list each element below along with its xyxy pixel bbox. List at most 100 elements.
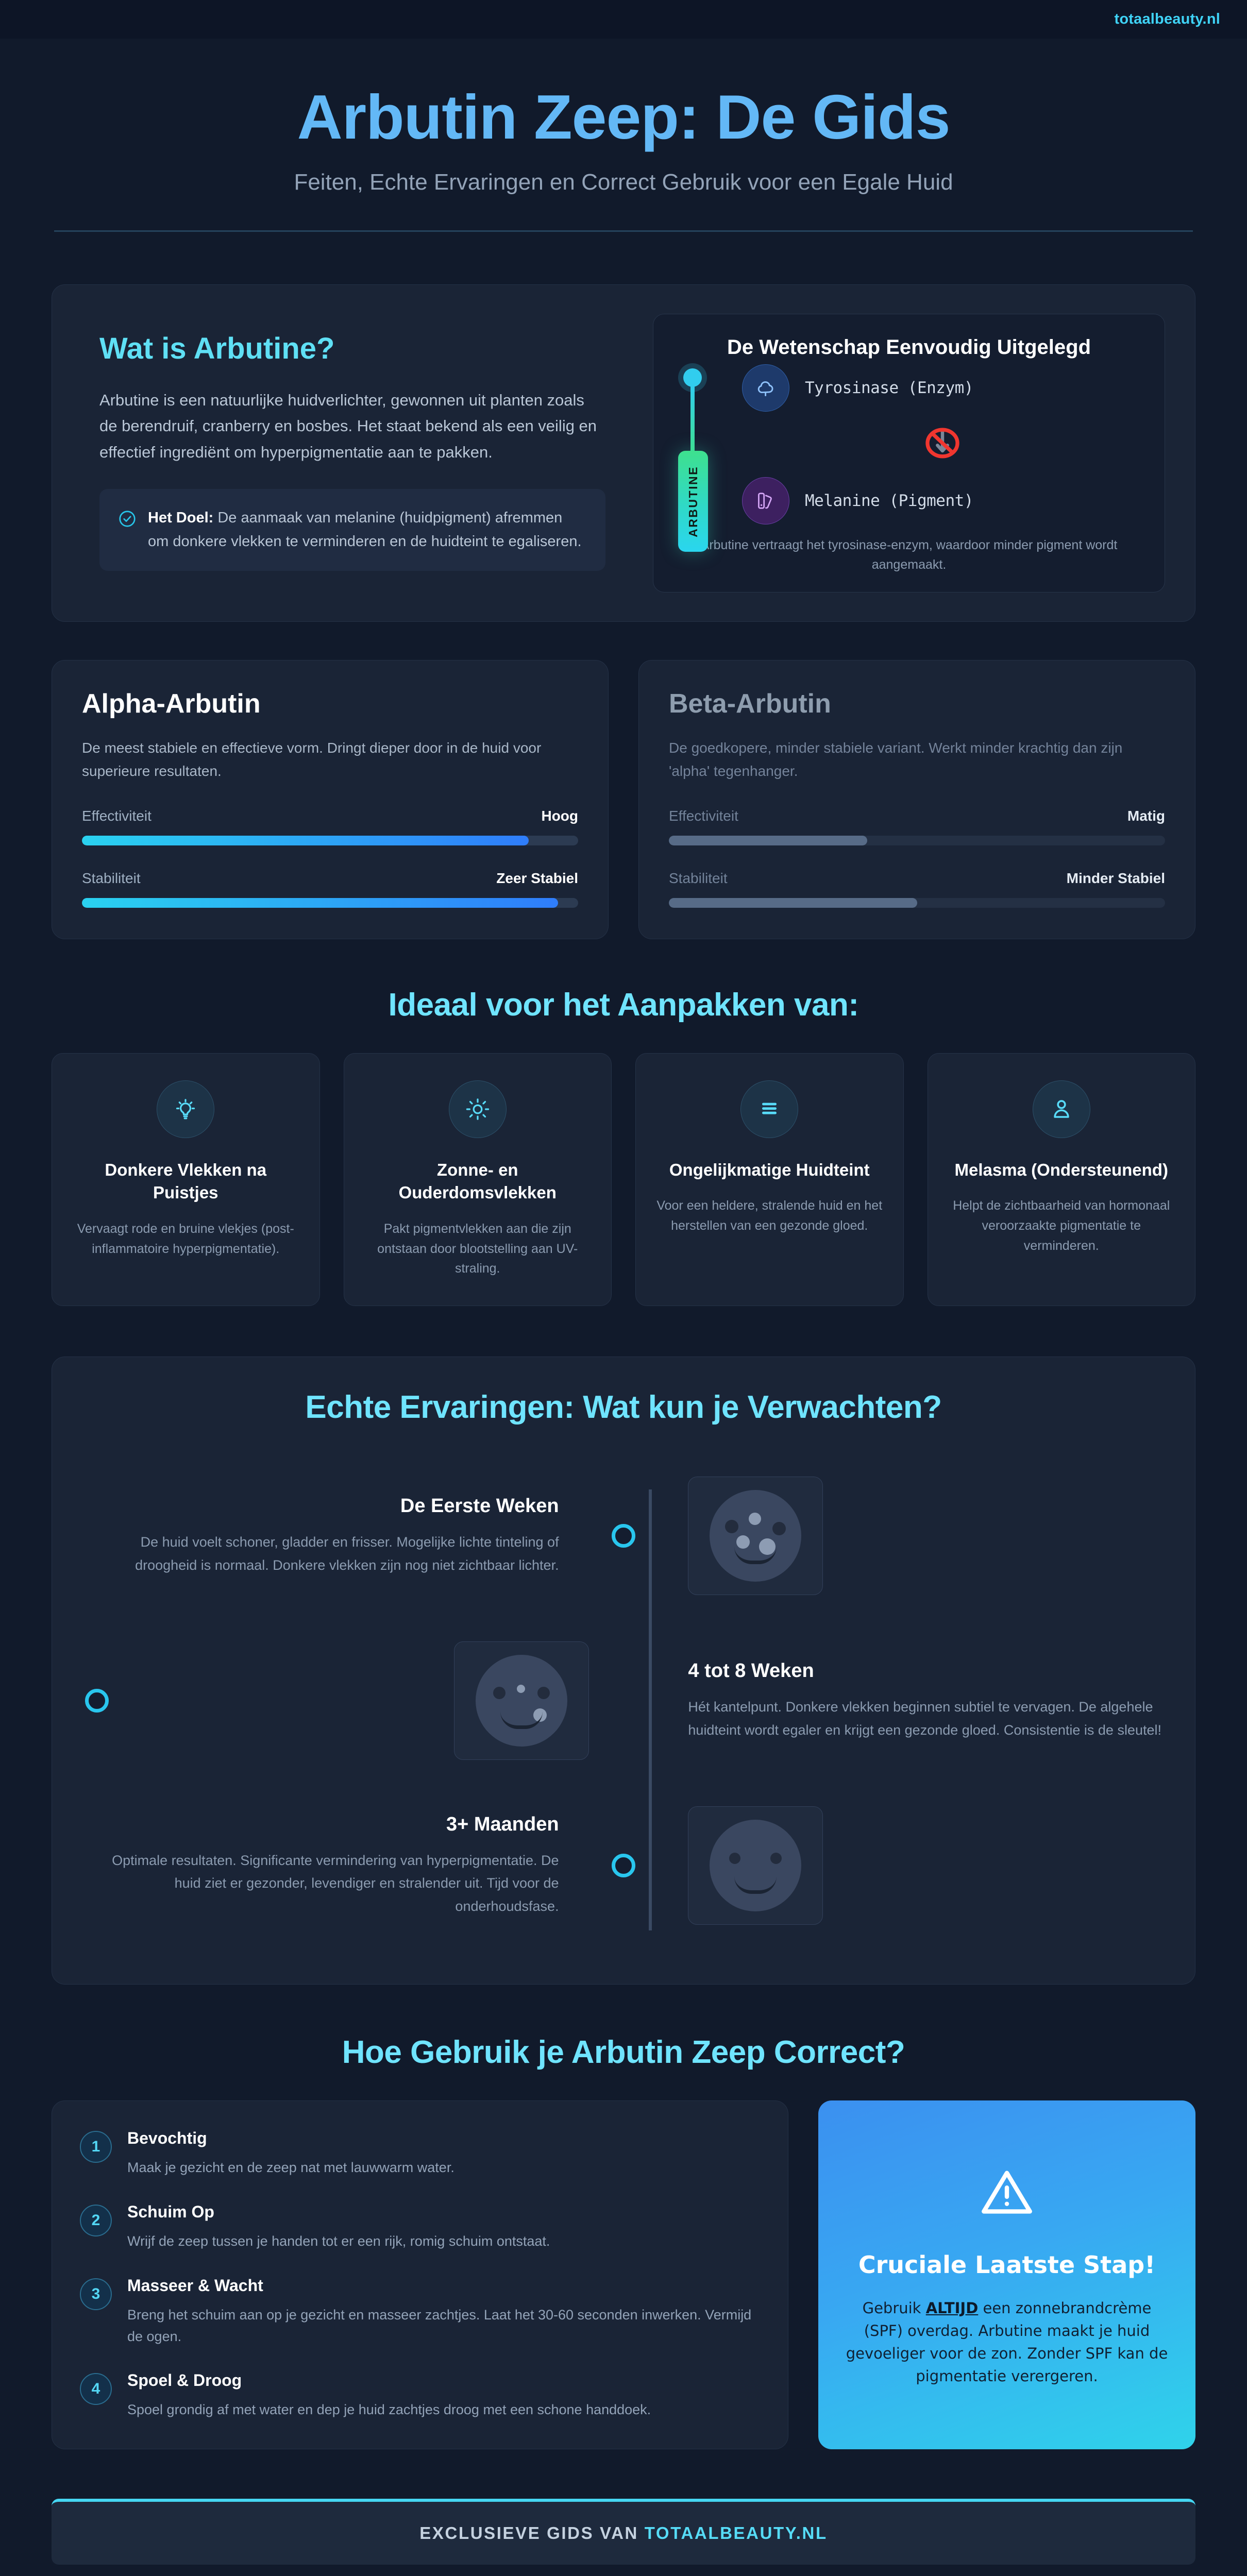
lightbulb-icon	[157, 1080, 215, 1138]
no-entry-arrow-icon	[920, 421, 965, 468]
goal-text: Het Doel: De aanmaak van melanine (huidp…	[148, 506, 587, 554]
face-spot	[772, 1522, 786, 1536]
timeline-item-title: De Eerste Weken	[400, 1495, 559, 1517]
timeline-item-text: De Eerste Weken De huid voelt schoner, g…	[82, 1495, 609, 1577]
metric-bar	[669, 897, 1165, 908]
metric-effectiviteit: Effectiviteit Matig	[669, 808, 1165, 845]
metric-value: Hoog	[541, 807, 578, 824]
timeline-dot-icon	[611, 1854, 635, 1878]
face-spot	[517, 1685, 526, 1693]
step-title: Spoel & Droog	[127, 2371, 242, 2390]
page-content: Arbutin Zeep: De Gids Feiten, Echte Erva…	[0, 39, 1247, 2576]
ideal-card-desc: Pakt pigmentvlekken aan die zijn ontstaa…	[377, 1221, 578, 1276]
page-subtitle: Feiten, Echte Ervaringen en Correct Gebr…	[294, 170, 953, 195]
pigment-label: Melanine (Pigment)	[805, 492, 973, 511]
face-spot	[537, 1687, 550, 1700]
step-title: Schuim Op	[127, 2202, 214, 2221]
variant-description: De goedkopere, minder stabiele variant. …	[669, 740, 1123, 779]
science-note: Arbutine vertraagt het tyrosinase-enzym,…	[700, 538, 1118, 572]
metric-bar	[82, 835, 578, 845]
timeline-item-title: 4 tot 8 Weken	[688, 1659, 814, 1682]
face-illustration-clear	[688, 1806, 823, 1925]
face-spot	[725, 1520, 739, 1534]
step-number: 4	[80, 2373, 112, 2405]
face-spot	[770, 1853, 782, 1865]
usage-step-2: 2 Schuim Op Wrijf de zeep tussen je hand…	[80, 2202, 757, 2252]
timeline-item-2: 4 tot 8 Weken Hét kantelpunt. Donkere vl…	[82, 1618, 1165, 1783]
metric-stabiliteit: Stabiliteit Zeer Stabiel	[82, 870, 578, 908]
metric-bar	[669, 835, 1165, 845]
face-mouth	[500, 1711, 543, 1730]
intro-heading: Wat is Arbutine?	[99, 332, 335, 366]
sun-icon	[448, 1080, 507, 1138]
usage-steps-card: 1 Bevochtig Maak je gezicht en de zeep n…	[52, 2100, 788, 2450]
metric-stabiliteit: Stabiliteit Minder Stabiel	[669, 870, 1165, 908]
metric-value: Matig	[1127, 807, 1165, 824]
ideal-card-title: Donkere Vlekken na Puistjes	[105, 1160, 267, 1202]
step-desc: Breng het schuim aan op je gezicht en ma…	[127, 2307, 752, 2344]
ideal-card-desc: Vervaagt rode en bruine vlekjes (post-in…	[77, 1221, 294, 1256]
hero-section: Arbutin Zeep: De Gids Feiten, Echte Erva…	[52, 39, 1195, 232]
face-spot	[493, 1687, 506, 1700]
ideal-card-dark-spots: Donkere Vlekken na Puistjes Vervaagt rod…	[52, 1053, 320, 1307]
ideal-card-sun-spots: Zonne- en Ouderdomsvlekken Pakt pigmentv…	[343, 1053, 612, 1307]
brand-label: totaalbeauty.nl	[1114, 11, 1220, 27]
face-shape	[710, 1490, 802, 1582]
science-heading: De Wetenschap Eenvoudig Uitgelegd	[727, 336, 1091, 359]
intro-text-block: Wat is Arbutine? Arbutine is een natuurl…	[82, 314, 623, 592]
metric-label: Effectiviteit	[669, 807, 738, 824]
step-title: Bevochtig	[127, 2129, 207, 2148]
timeline-item-desc: Optimale resultaten. Significante vermin…	[112, 1852, 559, 1914]
arbutine-connector-line	[690, 386, 695, 453]
usage-heading: Hoe Gebruik je Arbutin Zeep Correct?	[342, 2035, 905, 2071]
face-shape	[710, 1820, 802, 1912]
intro-body: Arbutine is een natuurlijke huidverlicht…	[99, 391, 597, 461]
step-number: 1	[80, 2131, 112, 2163]
color-swatch-icon	[742, 477, 789, 525]
metric-label: Effectiviteit	[82, 807, 151, 824]
science-diagram: ARBUTINE Tyrosinase (Enzym)	[675, 364, 1143, 552]
step-desc: Spoel grondig af met water en dep je hui…	[127, 2402, 651, 2418]
hero-divider	[54, 230, 1193, 232]
step-title: Masseer & Wacht	[127, 2276, 263, 2295]
lines-icon	[740, 1080, 799, 1138]
timeline-dot-icon	[85, 1689, 109, 1713]
usage-section: 1 Bevochtig Maak je gezicht en de zeep n…	[52, 2100, 1195, 2450]
metric-bar	[82, 897, 578, 908]
face-mouth	[734, 1547, 777, 1565]
arbutine-rail: ARBUTINE	[675, 364, 737, 552]
warning-triangle-icon	[976, 2162, 1037, 2225]
timeline-section: Echte Ervaringen: Wat kun je Verwachten?…	[52, 1357, 1195, 1985]
step-desc: Maak je gezicht en de zeep nat met lauww…	[127, 2160, 454, 2176]
variant-name: Alpha-Arbutin	[82, 689, 261, 719]
footer-text: EXCLUSIEVE GIDS VAN TOTAALBEAUTY.NL	[419, 2523, 827, 2543]
timeline-item-text: 4 tot 8 Weken Hét kantelpunt. Donkere vl…	[638, 1660, 1165, 1741]
metric-value: Minder Stabiel	[1066, 870, 1165, 886]
face-illustration-many-spots	[688, 1477, 823, 1596]
ideal-card-desc: Helpt de zichtbaarheid van hormonaal ver…	[953, 1198, 1170, 1253]
variant-name: Beta-Arbutin	[669, 689, 831, 719]
ideal-card-title: Zonne- en Ouderdomsvlekken	[398, 1160, 557, 1202]
timeline-item-1: De Eerste Weken De huid voelt schoner, g…	[82, 1453, 1165, 1618]
warning-text-after: een zonnebrandcrème (SPF) overdag. Arbut…	[846, 2299, 1168, 2385]
timeline: De Eerste Weken De huid voelt schoner, g…	[82, 1453, 1165, 1948]
metric-label: Stabiliteit	[669, 870, 728, 886]
face-spot	[729, 1853, 741, 1865]
footer-bar: EXCLUSIEVE GIDS VAN TOTAALBEAUTY.NL	[52, 2499, 1195, 2565]
timeline-marker	[609, 1524, 639, 1548]
timeline-item-desc: Hét kantelpunt. Donkere vlekken beginnen…	[688, 1699, 1161, 1738]
usage-step-4: 4 Spoel & Droog Spoel grondig af met wat…	[80, 2371, 757, 2421]
warning-title: Cruciale Laatste Stap!	[858, 2251, 1156, 2279]
footer-prefix: EXCLUSIEVE GIDS VAN	[419, 2523, 645, 2543]
metric-value: Zeer Stabiel	[496, 870, 578, 886]
inhibition-block	[742, 421, 1143, 468]
ideal-heading: Ideaal voor het Aanpakken van:	[388, 987, 859, 1023]
variant-description: De meest stabiele en effectieve vorm. Dr…	[82, 740, 542, 779]
science-panel: De Wetenschap Eenvoudig Uitgelegd ARBUTI…	[653, 314, 1165, 593]
arbutine-badge-label: ARBUTINE	[686, 465, 700, 537]
science-rows: Tyrosinase (Enzym)	[737, 364, 1143, 525]
face-shape	[476, 1655, 568, 1747]
metric-effectiviteit: Effectiviteit Hoog	[82, 808, 578, 845]
timeline-item-title: 3+ Maanden	[446, 1813, 559, 1835]
timeline-marker	[82, 1689, 112, 1713]
